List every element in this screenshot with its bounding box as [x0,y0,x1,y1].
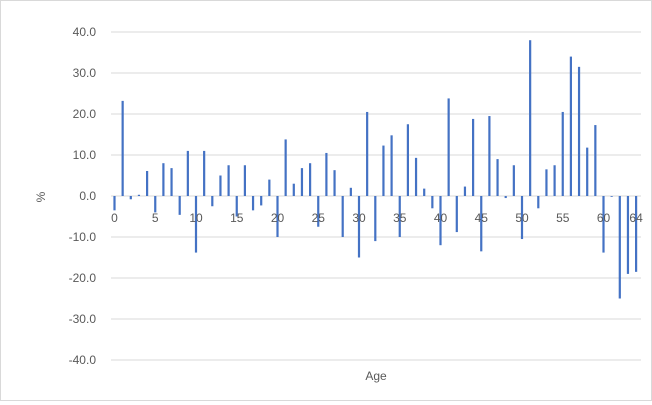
y-axis-title: % [34,191,48,202]
bar [398,196,401,237]
x-tick-label: 10 [189,211,203,225]
y-tick-label: -40.0 [69,353,97,367]
bar [276,196,279,237]
bar [300,168,304,196]
bar [317,196,320,227]
bar [146,170,149,196]
bar [635,196,638,272]
bar [121,100,124,196]
bar [178,196,181,215]
bar [586,147,589,196]
bar [284,139,287,196]
bar [553,165,556,196]
bar [561,111,564,196]
x-tick-label: 30 [352,211,366,225]
y-tick-labels: 40.0 30.0 20.0 10.0 0.0 -10.0 -20.0 -30.0 -40.0 [69,25,97,367]
bar [349,187,352,196]
bar [537,196,540,209]
bar [129,196,132,200]
bar [610,196,613,197]
bar [341,196,344,237]
x-tick-label: 15 [230,211,244,225]
bar [186,150,189,196]
bar [390,135,393,196]
bar [447,98,450,196]
x-tick-label: 60 [597,211,611,225]
bar [512,165,515,196]
bar [357,196,361,258]
x-tick-label: 20 [271,211,285,225]
x-tick-label: 50 [515,211,529,225]
y-tick-label: -20.0 [69,271,97,285]
bar [455,196,458,233]
bar [472,118,475,196]
bar [463,186,467,196]
x-tick-label: 40 [434,211,448,225]
x-tick-label: 55 [556,211,570,225]
bar [496,159,499,196]
x-tick-label: 64 [629,211,643,225]
bar [488,116,491,196]
bar [260,196,263,206]
y-tick-label: -10.0 [69,230,97,244]
bar [480,196,483,252]
bar [194,196,198,253]
x-tick-label: 35 [393,211,407,225]
bar [520,196,524,240]
bar [251,196,255,211]
bar [374,196,377,242]
bar [618,196,621,299]
y-tick-label: 40.0 [73,25,97,39]
x-tick-label: 5 [152,211,159,225]
x-tick-label: 25 [312,211,326,225]
bar [137,194,141,196]
bar [423,188,426,196]
bar [235,196,238,217]
x-axis-title: Age [365,369,387,383]
bar [211,196,214,207]
bar [529,40,532,197]
bar [227,165,230,196]
x-tick-labels: 0 5 10 15 20 25 30 35 40 45 50 55 60 64 [111,211,643,225]
bar [366,111,369,196]
bar [333,170,336,196]
bars [113,40,638,299]
bar [203,150,206,196]
bar [154,196,157,213]
bar [309,163,312,196]
bar [431,196,434,209]
bar [219,175,222,196]
y-tick-label: -30.0 [69,312,97,326]
bar [504,196,507,199]
bar [439,196,442,246]
bar [113,196,116,211]
bar [406,124,409,196]
bar [545,169,548,196]
x-tick-label: 45 [475,211,489,225]
bar [569,56,572,196]
y-tick-label: 30.0 [73,66,97,80]
bar [594,125,597,196]
bar [170,168,173,196]
bar [268,179,271,196]
bar [577,66,581,196]
y-tick-label: 0.0 [79,189,96,203]
bar [292,183,295,196]
bar [382,145,385,196]
bar [414,157,418,196]
x-tick-label: 0 [111,211,118,225]
bar [626,196,630,274]
bar [162,163,165,196]
y-tick-label: 20.0 [73,107,97,121]
y-tick-label: 10.0 [73,148,97,162]
bar [243,165,246,196]
bar [325,152,328,196]
bar [602,196,605,253]
